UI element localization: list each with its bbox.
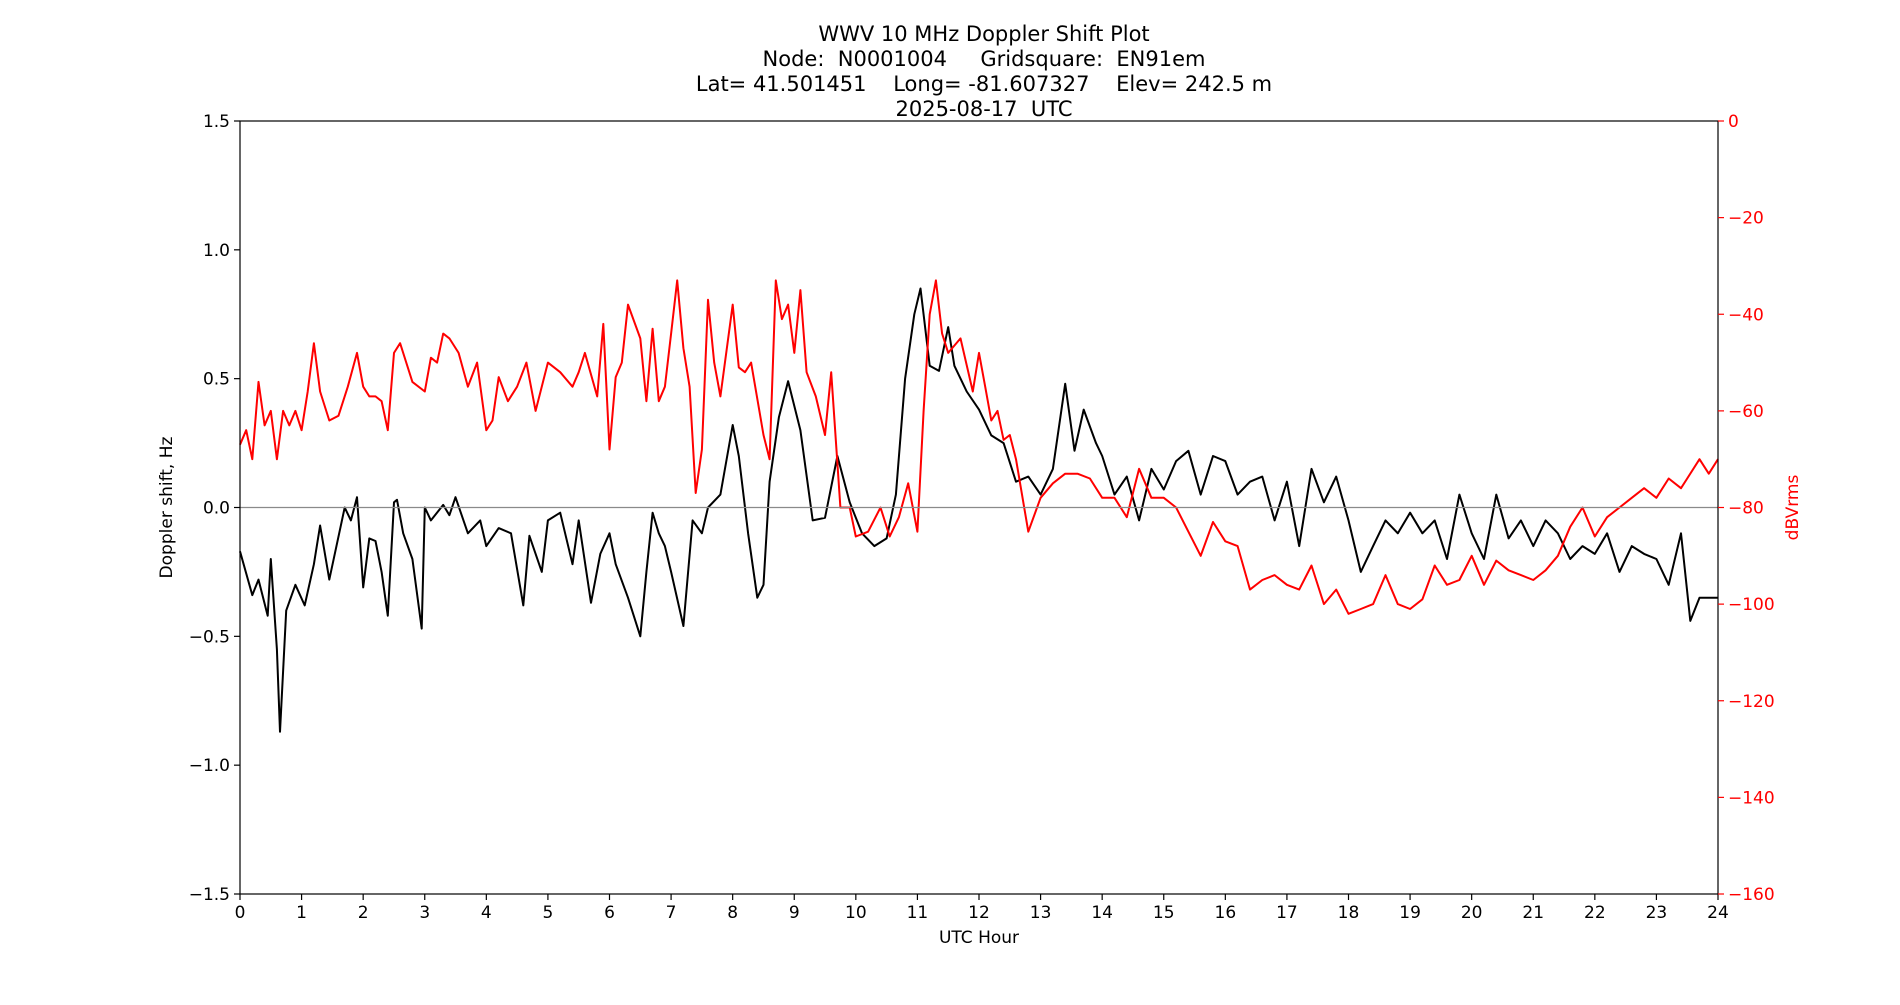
left-y-axis: 1.5 1.0 0.5 0.0 −0.5 −1.0 −1.5 <box>189 112 240 905</box>
signal-level-series-line <box>239 279 1719 615</box>
x-tick-label: 21 <box>1522 903 1544 923</box>
series-layer <box>239 279 1719 733</box>
right-y-tick-label: −60 <box>1728 402 1764 422</box>
left-y-tick-label: −0.5 <box>189 627 230 647</box>
right-y-axis-label: dBVrms <box>1783 475 1803 541</box>
x-tick-label: 5 <box>543 903 554 923</box>
x-tick-label: 18 <box>1338 903 1360 923</box>
x-tick-label: 24 <box>1707 903 1729 923</box>
left-y-tick-label: 1.0 <box>203 241 230 261</box>
x-tick-label: 17 <box>1276 903 1298 923</box>
x-tick-label: 2 <box>358 903 369 923</box>
left-y-axis-label: Doppler shift, Hz <box>157 436 177 578</box>
x-tick-label: 10 <box>845 903 867 923</box>
x-tick-label: 15 <box>1153 903 1175 923</box>
right-y-tick-label: 0 <box>1728 112 1739 132</box>
x-axis-label: UTC Hour <box>939 928 1019 948</box>
left-y-tick-label: −1.5 <box>189 885 230 905</box>
x-tick-label: 8 <box>727 903 738 923</box>
x-tick-label: 4 <box>481 903 492 923</box>
title-line-4: 2025-08-17 UTC <box>895 97 1073 121</box>
x-tick-label: 11 <box>907 903 929 923</box>
title-line-1: WWV 10 MHz Doppler Shift Plot <box>818 22 1150 46</box>
chart-title: WWV 10 MHz Doppler Shift Plot Node: N000… <box>0 22 1900 122</box>
right-y-axis: 0 −20 −40 −60 −80 −100 −120 −140 −160 <box>1718 112 1775 905</box>
right-y-tick-label: −160 <box>1728 885 1775 905</box>
x-tick-label: 12 <box>968 903 990 923</box>
right-y-tick-label: −140 <box>1728 788 1775 808</box>
x-tick-label: 0 <box>235 903 246 923</box>
x-tick-label: 19 <box>1399 903 1421 923</box>
left-y-tick-label: 1.5 <box>203 112 230 132</box>
x-tick-label: 6 <box>604 903 615 923</box>
x-tick-label: 9 <box>789 903 800 923</box>
x-tick-label: 3 <box>419 903 430 923</box>
right-y-tick-label: −120 <box>1728 692 1775 712</box>
x-tick-label: 23 <box>1646 903 1668 923</box>
x-tick-label: 7 <box>666 903 677 923</box>
x-tick-label: 16 <box>1215 903 1237 923</box>
right-y-tick-label: −100 <box>1728 595 1775 615</box>
x-axis: 0 1 2 3 4 5 6 7 8 9 10 11 12 13 14 15 16 17 18 19 20 21 22 23 24 <box>235 894 1729 923</box>
title-line-3: Lat= 41.501451 Long= -81.607327 Elev= 24… <box>695 72 1273 96</box>
left-y-tick-label: 0.0 <box>203 499 230 519</box>
x-tick-label: 13 <box>1030 903 1052 923</box>
title-line-2: Node: N0001004 Gridsquare: EN91em <box>762 47 1206 71</box>
x-tick-label: 20 <box>1461 903 1483 923</box>
right-y-tick-label: −40 <box>1728 305 1764 325</box>
right-y-tick-label: −80 <box>1728 499 1764 519</box>
left-y-tick-label: 0.5 <box>203 370 230 390</box>
x-tick-label: 1 <box>296 903 307 923</box>
x-tick-label: 22 <box>1584 903 1606 923</box>
left-y-tick-label: −1.0 <box>189 756 230 776</box>
doppler-shift-series-line <box>239 287 1718 733</box>
right-y-tick-label: −20 <box>1728 209 1764 229</box>
x-tick-label: 14 <box>1091 903 1113 923</box>
